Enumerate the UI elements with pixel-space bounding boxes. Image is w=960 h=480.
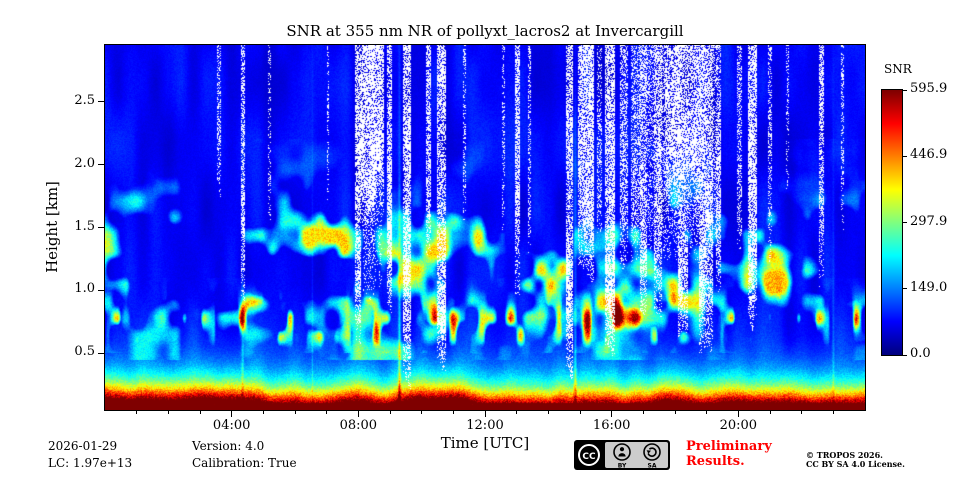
x-minor-tick-mark [199,411,201,414]
x-minor-tick-mark [642,411,644,414]
y-tick-label: 2.5 [74,92,95,108]
y-tick-mark [98,352,104,354]
x-tick-mark [231,411,233,417]
x-minor-tick-mark [706,411,708,414]
calibration-label: Calibration: True [192,456,297,470]
colorbar-tick-mark [903,222,907,224]
y-tick-mark [98,289,104,291]
by-person-icon [619,447,625,452]
x-tick-mark [737,411,739,417]
preliminary-line2: Results. [686,454,745,469]
x-tick-label: 08:00 [339,418,378,433]
x-tick-label: 16:00 [592,418,631,433]
x-tick-label: 12:00 [466,418,504,433]
date-label: 2026-01-29 [48,439,118,453]
x-minor-tick-mark [389,411,391,414]
cc-icon: CC [582,452,596,462]
colorbar-tick-label: 0.0 [910,346,931,361]
colorbar [881,89,903,356]
x-minor-tick-mark [674,411,676,414]
colorbar-tick-label: 149.0 [910,279,948,295]
sa-icon-label: SA [648,463,657,470]
colorbar-tick-mark [903,89,907,91]
x-minor-tick-mark [136,411,138,414]
preliminary-line1: Preliminary [686,439,772,454]
x-minor-tick-mark [326,411,328,414]
heatmap-canvas [105,45,865,410]
y-tick-mark [98,164,104,166]
x-axis-label: Time [UTC] [440,434,530,452]
x-minor-tick-mark [769,411,771,414]
colorbar-canvas [882,90,902,355]
x-minor-tick-mark [294,411,296,414]
x-minor-tick-mark [516,411,518,414]
y-tick-label: 1.5 [74,218,95,234]
x-minor-tick-mark [167,411,169,414]
preliminary-results-label: Preliminary Results. [686,439,772,469]
x-tick-mark [611,411,613,417]
y-tick-mark [98,101,104,103]
cc-license-icon: CC BY SA [574,440,670,470]
y-tick-mark [98,227,104,228]
y-tick-label: 0.5 [74,344,95,360]
copyright-line2: CC BY SA 4.0 License. [806,459,905,469]
tropos-copyright-label: © TROPOS 2026. CC BY SA 4.0 License. [806,451,905,469]
chart-title: SNR at 355 nm NR of pollyxt_lacros2 at I… [286,22,684,40]
x-minor-tick-mark [579,411,581,414]
x-minor-tick-mark [832,411,834,414]
x-tick-mark [484,411,486,417]
x-tick-label: 20:00 [719,418,758,433]
x-minor-tick-mark [262,411,264,414]
x-minor-tick-mark [801,411,803,414]
copyright-line1: © TROPOS 2026. [806,450,883,460]
colorbar-tick-label: 446.9 [910,147,948,163]
x-minor-tick-mark [452,411,454,414]
x-minor-tick-mark [421,411,423,414]
colorbar-tick-mark [903,288,907,290]
cc-by-sa-license-badge: CC BY SA [574,440,670,470]
x-minor-tick-mark [547,411,549,414]
version-label: Version: 4.0 [192,439,265,453]
colorbar-tick-mark [903,155,907,157]
by-icon-label: BY [618,463,627,470]
colorbar-tick-label: 595.9 [910,81,948,96]
colorbar-title: SNR [884,62,912,76]
x-tick-label: 04:00 [212,418,251,433]
y-tick-label: 1.0 [74,281,95,297]
sa-icon [643,443,661,461]
colorbar-tick-mark [903,354,907,356]
lidar-constant-label: LC: 1.97e+13 [48,456,133,470]
y-tick-label: 2.0 [74,155,95,171]
colorbar-tick-label: 297.9 [910,213,948,229]
x-tick-mark [357,411,359,417]
